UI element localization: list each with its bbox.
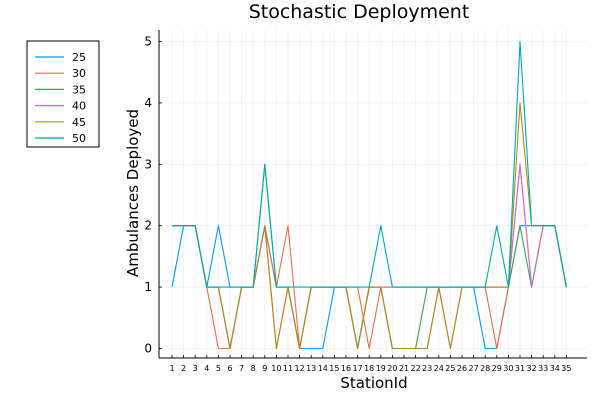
x-tick-label: 24 <box>434 364 444 373</box>
y-tick-label: 1 <box>144 280 152 294</box>
x-tick-label: 23 <box>422 364 432 373</box>
y-tick-label: 3 <box>144 157 152 171</box>
x-axis-label: StationId <box>340 374 407 392</box>
x-tick-label: 7 <box>239 364 244 373</box>
x-tick-label: 20 <box>387 364 397 373</box>
x-tick-label: 26 <box>457 364 467 373</box>
x-tick-label: 29 <box>492 364 502 373</box>
y-axis-label: Ambulances Deployed <box>124 109 142 277</box>
chart-title: Stochastic Deployment <box>249 1 470 23</box>
x-tick-label: 30 <box>503 364 513 373</box>
x-tick-label: 1 <box>169 364 174 373</box>
x-tick-label: 14 <box>318 364 328 373</box>
x-tick-label: 6 <box>227 364 232 373</box>
x-tick-label: 13 <box>306 364 316 373</box>
y-tick-label: 2 <box>144 219 152 233</box>
legend-label-50: 50 <box>72 132 86 145</box>
legend: 25 30 35 40 45 50 <box>26 40 100 148</box>
series-lines <box>171 40 567 350</box>
x-tick-label: 16 <box>341 364 351 373</box>
x-ticks: 1 2 3 4 5 6 7 8 9 10 11 12 13 14 15 16 17 18 19 20 21 22 23 24 2… <box>169 355 571 373</box>
legend-label-40: 40 <box>72 100 86 113</box>
x-tick-label: 9 <box>262 364 267 373</box>
legend-label-35: 35 <box>72 83 86 96</box>
series-line-50 <box>172 40 567 288</box>
legend-label-30: 30 <box>72 67 86 80</box>
x-tick-label: 3 <box>193 364 198 373</box>
y-tick-label: 5 <box>144 35 152 49</box>
legend-label-45: 45 <box>72 116 86 129</box>
x-tick-label: 4 <box>204 364 209 373</box>
x-tick-label: 35 <box>561 364 571 373</box>
x-tick-label: 25 <box>445 364 455 373</box>
x-tick-label: 17 <box>353 364 363 373</box>
x-tick-label: 2 <box>181 364 186 373</box>
y-tick-label: 0 <box>144 342 152 356</box>
y-tick-label: 4 <box>144 96 152 110</box>
x-tick-label: 12 <box>295 364 305 373</box>
x-tick-label: 19 <box>376 364 386 373</box>
x-tick-label: 8 <box>251 364 256 373</box>
x-tick-label: 5 <box>216 364 221 373</box>
x-tick-label: 27 <box>469 364 479 373</box>
x-tick-label: 18 <box>364 364 374 373</box>
x-tick-label: 22 <box>411 364 421 373</box>
x-tick-label: 31 <box>515 364 525 373</box>
legend-items: 25 30 35 40 45 50 <box>35 51 86 145</box>
x-tick-label: 21 <box>399 364 409 373</box>
x-tick-label: 10 <box>271 364 281 373</box>
x-tick-label: 15 <box>329 364 339 373</box>
x-tick-label: 33 <box>538 364 548 373</box>
x-tick-label: 11 <box>283 364 293 373</box>
legend-box <box>26 40 100 148</box>
x-tick-label: 34 <box>550 364 560 373</box>
legend-label-25: 25 <box>72 51 86 64</box>
x-tick-label: 28 <box>480 364 490 373</box>
y-ticks: 0 1 2 3 4 5 <box>144 35 162 356</box>
x-tick-label: 32 <box>527 364 537 373</box>
